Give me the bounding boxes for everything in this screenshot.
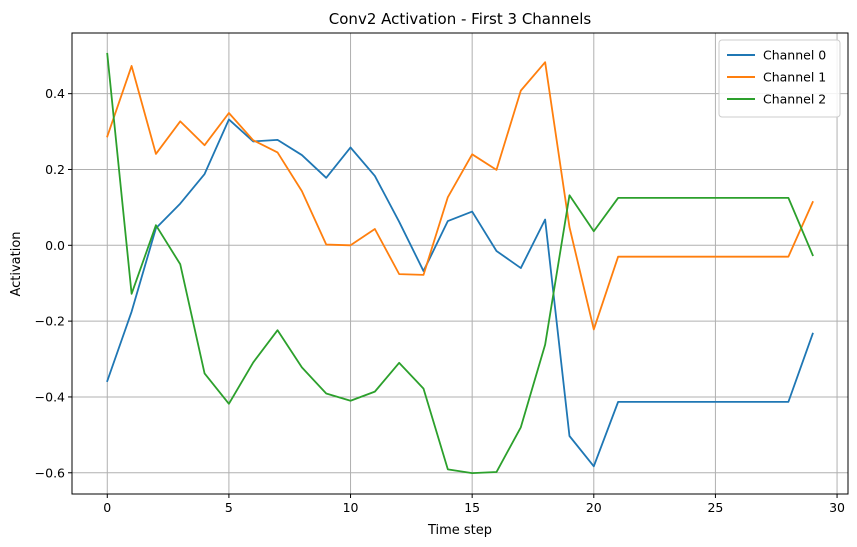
series-line-channel-2 <box>106 52 814 475</box>
legend-label: Channel 2 <box>763 92 826 107</box>
series-lines <box>106 52 814 475</box>
legend-label: Channel 1 <box>763 70 826 85</box>
y-tick-label: 0.4 <box>45 86 65 101</box>
grid <box>72 33 848 494</box>
x-tick-label: 30 <box>829 500 845 515</box>
legend-label: Channel 0 <box>763 48 826 63</box>
x-tick-label: 20 <box>586 500 602 515</box>
chart-title: Conv2 Activation - First 3 Channels <box>329 10 592 28</box>
y-tick-label: 0.0 <box>45 238 65 253</box>
y-tick-label: −0.6 <box>35 465 65 480</box>
y-axis-ticks: −0.6 −0.4 −0.2 0.0 0.2 0.4 <box>35 86 72 480</box>
x-tick-label: 0 <box>103 500 111 515</box>
y-tick-label: 0.2 <box>45 162 65 177</box>
y-tick-label: −0.2 <box>35 314 65 329</box>
x-tick-label: 10 <box>343 500 359 515</box>
x-tick-label: 25 <box>707 500 723 515</box>
x-axis-label: Time step <box>427 523 492 538</box>
series-line-channel-1 <box>106 61 814 331</box>
legend-box <box>718 39 841 118</box>
series-line-channel-0 <box>106 118 814 468</box>
plot-frame <box>71 32 849 495</box>
y-axis-label: Activation <box>9 231 24 296</box>
y-tick-label: −0.4 <box>35 389 65 404</box>
x-tick-label: 15 <box>464 500 480 515</box>
x-axis-ticks: 0 5 10 15 20 25 30 <box>103 494 845 515</box>
x-tick-label: 5 <box>225 500 233 515</box>
legend: Channel 0 Channel 1 Channel 2 <box>718 39 841 118</box>
